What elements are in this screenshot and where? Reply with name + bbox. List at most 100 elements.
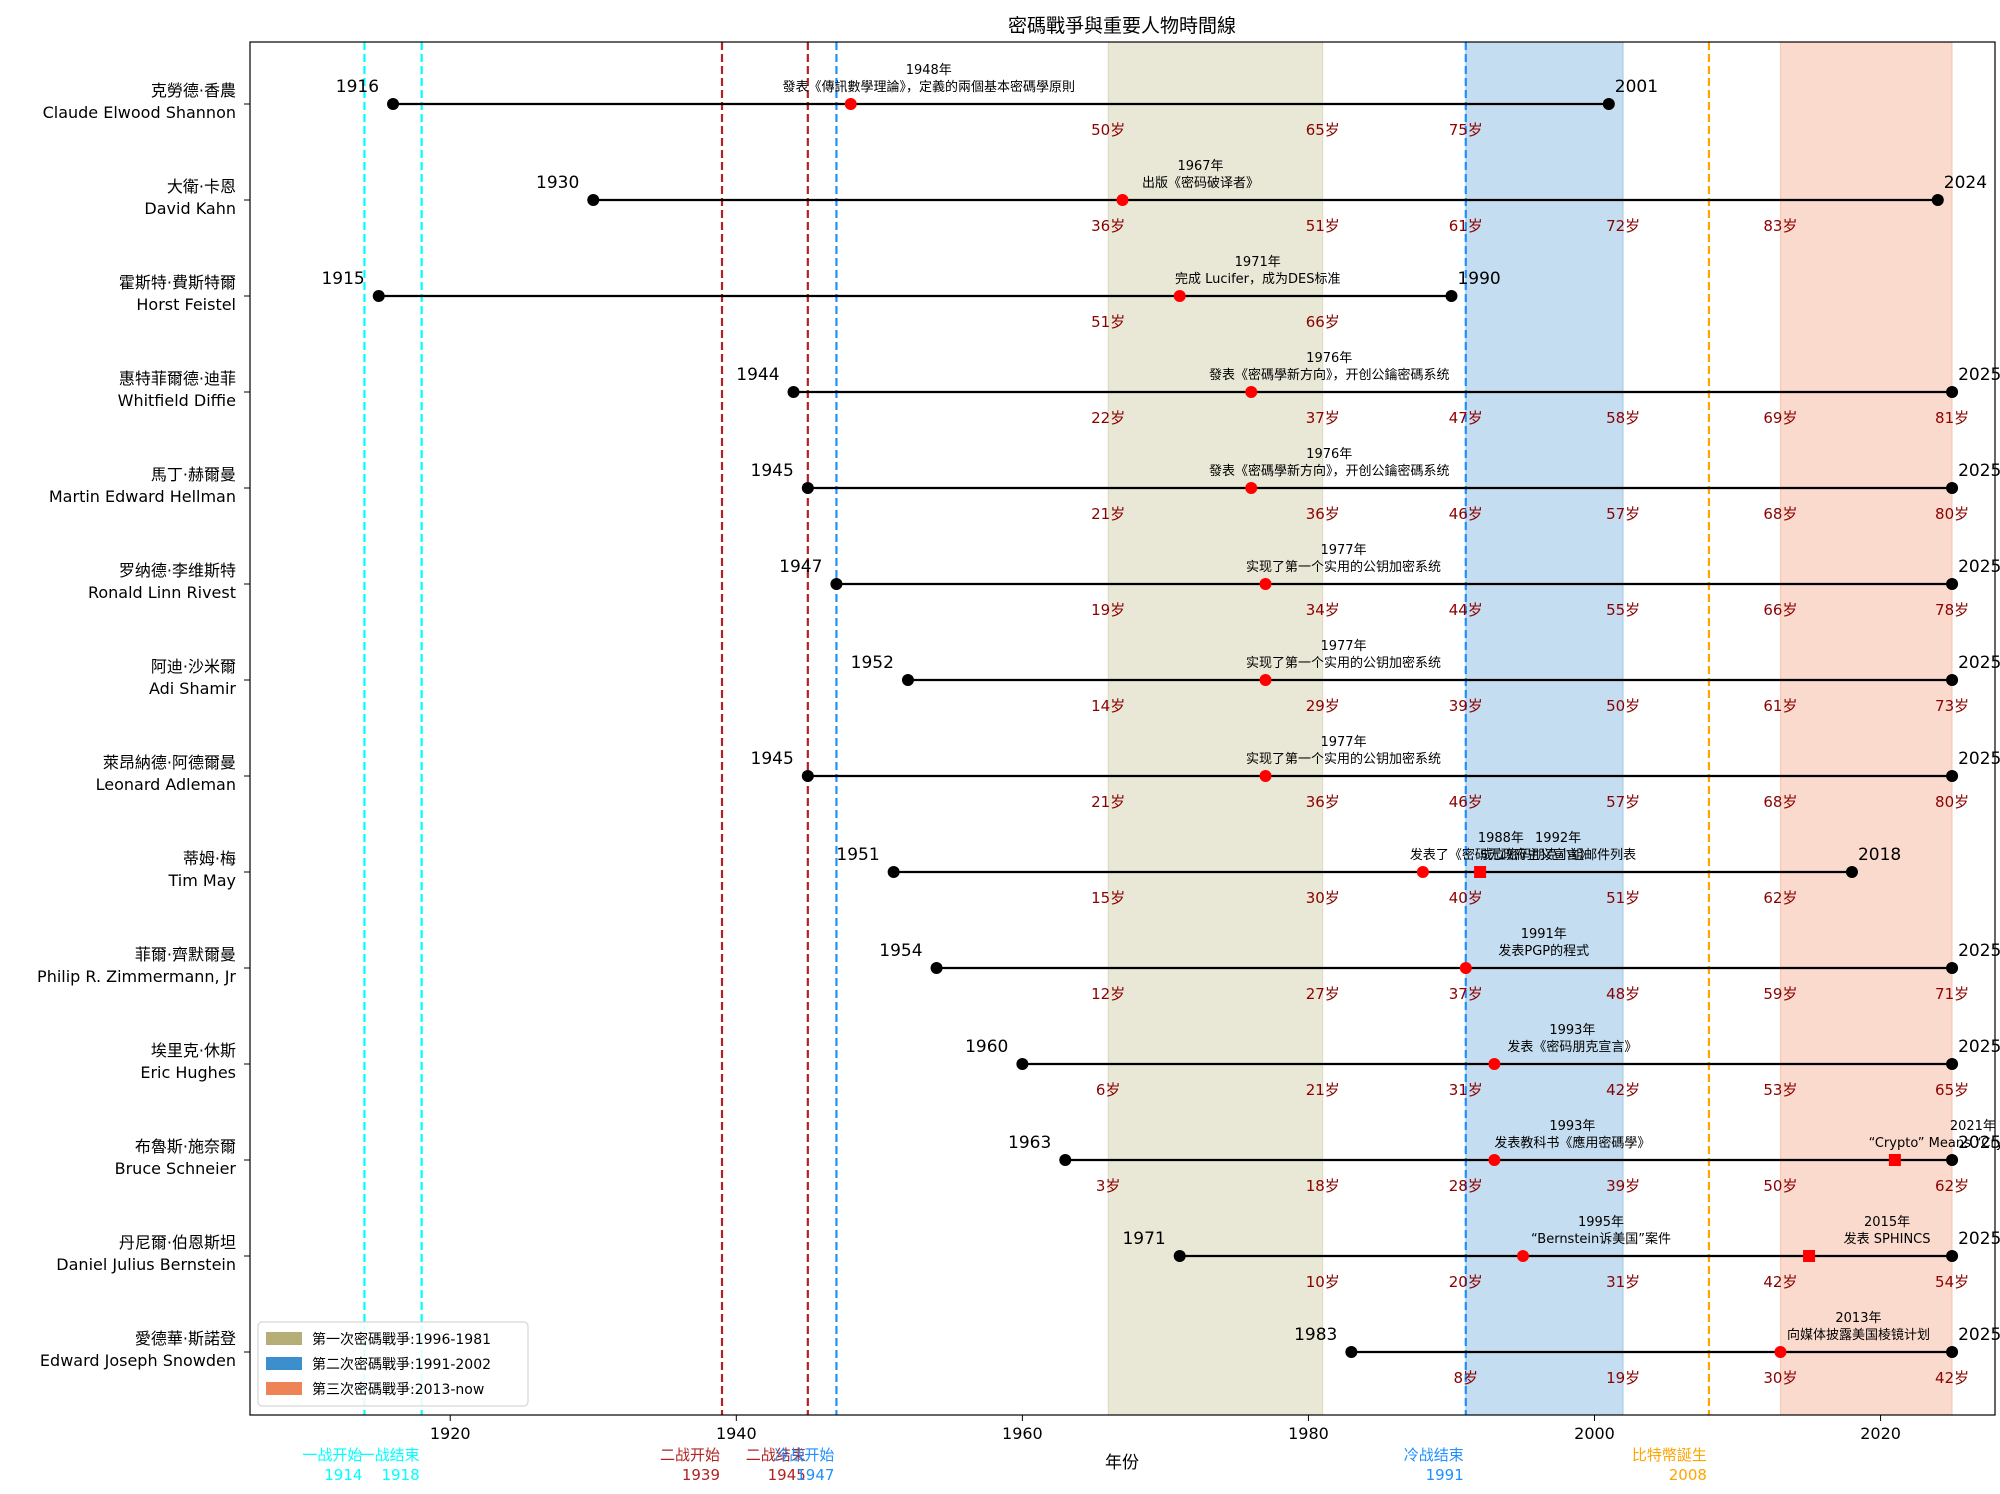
birth-point: [801, 482, 814, 494]
age-label-4: 50岁: [1606, 697, 1640, 715]
age-label-5: 83岁: [1763, 217, 1797, 235]
age-label-1: 22岁: [1091, 409, 1125, 427]
event-marker-2: [1803, 1250, 1816, 1262]
age-label-6: 62岁: [1935, 1177, 1969, 1195]
end-point: [1946, 482, 1959, 494]
vline-year-1939: 1939: [682, 1466, 720, 1484]
event-desc-2: “Crypto” Means “Cryptography”: [1869, 1136, 2000, 1151]
age-label-3: 47岁: [1449, 409, 1483, 427]
end-point: [1946, 578, 1959, 590]
end-point: [1845, 866, 1858, 878]
legend-swatch-3: [266, 1382, 302, 1395]
age-label-3: 46岁: [1449, 793, 1483, 811]
age-label-6: 73岁: [1935, 697, 1969, 715]
person-row-10: 菲爾·齊默爾曼 Philip R. Zimmermann, Jr 1954 2025 1…: [37, 927, 2000, 1003]
event-desc-2: 发表 SPHINCS: [1844, 1231, 1931, 1247]
age-label-5: 62岁: [1763, 889, 1797, 907]
person-name-en: Bruce Schneier: [115, 1159, 237, 1178]
event-year-1: 1993年: [1549, 1119, 1595, 1134]
event-marker-2: [1474, 866, 1487, 878]
age-label-5: 50岁: [1763, 1177, 1797, 1195]
war-span-1: [1107, 41, 1324, 1416]
age-label-4: 72岁: [1606, 217, 1640, 235]
axes: 1920 1940 1960 1980 2000 2020: [244, 103, 1901, 1443]
event-year-1: 1971年: [1235, 255, 1281, 270]
birth-label: 1930: [536, 173, 579, 193]
age-label-2: 27岁: [1306, 985, 1340, 1003]
vline-year-1914: 1914: [324, 1466, 362, 1484]
end-point: [1445, 290, 1458, 302]
event-year-1: 1977年: [1320, 735, 1366, 750]
event-year-1: 1948年: [906, 63, 952, 78]
event-desc-1: 完成 Lucifer，成为DES标准: [1175, 272, 1341, 287]
event-marker-1: [844, 98, 857, 110]
end-label: 2025: [1958, 365, 2000, 385]
event-marker-2: [1888, 1154, 1901, 1166]
age-label-1: 3岁: [1096, 1177, 1121, 1195]
end-point: [1946, 1346, 1959, 1358]
x-tick-label-1940: 1940: [716, 1424, 757, 1443]
age-label-1: 50岁: [1091, 121, 1125, 139]
event-year-1: 1977年: [1320, 543, 1366, 558]
age-label-1: 36岁: [1091, 217, 1125, 235]
event-desc-1: 出版《密码破译者》: [1142, 175, 1259, 191]
event-marker-1: [1488, 1058, 1501, 1070]
event-marker-1: [1259, 674, 1272, 686]
event-year-1: 1988年: [1478, 831, 1524, 846]
age-label-1: 8岁: [1454, 1369, 1479, 1387]
age-label-5: 68岁: [1763, 505, 1797, 523]
age-label-1: 21岁: [1091, 793, 1125, 811]
age-label-2: 36岁: [1306, 505, 1340, 523]
age-label-2: 21岁: [1306, 1081, 1340, 1099]
age-label-6: 78岁: [1935, 601, 1969, 619]
age-label-6: 65岁: [1935, 1081, 1969, 1099]
person-name-cn: 布魯斯·施奈爾: [135, 1137, 236, 1156]
person-row-7: 阿迪·沙米爾 Adi Shamir 1952 2025 1977年实现了第一个实用的公钥…: [149, 639, 2000, 715]
age-label-3: 37岁: [1449, 985, 1483, 1003]
end-point: [1946, 674, 1959, 686]
end-point: [1602, 98, 1615, 110]
person-row-4: 惠特菲爾德·迪菲 Whitfield Diffie 1944 2025 1976年發表《…: [118, 351, 2000, 427]
legend-label-3: 第三次密碼戰爭:2013-now: [312, 1381, 484, 1398]
age-label-6: 80岁: [1935, 505, 1969, 523]
end-label: 2025: [1958, 749, 2000, 769]
vline-year-1918: 1918: [381, 1466, 419, 1484]
x-tick-label-1920: 1920: [430, 1424, 471, 1443]
birth-point: [930, 962, 943, 974]
end-point: [1946, 770, 1959, 782]
birth-label: 1963: [1008, 1133, 1051, 1153]
event-marker-1: [1516, 1250, 1529, 1262]
age-label-3: 28岁: [1449, 1177, 1483, 1195]
event-year-2: 2021年: [1950, 1119, 1996, 1134]
x-axis-label: 年份: [1105, 1453, 1139, 1473]
age-label-6: 81岁: [1935, 409, 1969, 427]
age-label-3: 75岁: [1449, 121, 1483, 139]
birth-point: [1173, 1250, 1186, 1262]
age-label-5: 53岁: [1763, 1081, 1797, 1099]
person-name-en: Adi Shamir: [149, 679, 236, 698]
legend-label-2: 第二次密碼戰爭:1991-2002: [312, 1356, 491, 1373]
x-tick-label-1980: 1980: [1288, 1424, 1329, 1443]
birth-label: 1944: [736, 365, 779, 385]
end-point: [1946, 1154, 1959, 1166]
event-year-1: 2013年: [1835, 1311, 1881, 1326]
birth-point: [801, 770, 814, 782]
age-label-2: 66岁: [1306, 313, 1340, 331]
age-label-3: 46岁: [1449, 505, 1483, 523]
birth-label: 1960: [965, 1037, 1008, 1057]
age-label-3: 39岁: [1449, 697, 1483, 715]
birth-point: [1059, 1154, 1072, 1166]
age-label-2: 37岁: [1306, 409, 1340, 427]
end-label: 2024: [1944, 173, 1987, 193]
end-label: 2025: [1958, 557, 2000, 577]
birth-point: [587, 194, 600, 206]
legend-label-1: 第一次密碼戰爭:1996-1981: [312, 1331, 491, 1348]
person-row-13: 丹尼爾·伯恩斯坦 Daniel Julius Bernstein 1971 2025 1…: [56, 1215, 2000, 1291]
end-point: [1931, 194, 1944, 206]
end-point: [1946, 1058, 1959, 1070]
event-desc-2: 成立密码朋克小组邮件列表: [1480, 847, 1636, 863]
end-label: 2025: [1958, 461, 2000, 481]
event-year-1: 1976年: [1306, 447, 1352, 462]
event-vlines: 一战开始 1914 一战结束 1918 二战开始 1939 二战结束 1945 冷战开始 1947…: [302, 42, 1711, 1484]
person-name-en: Tim May: [168, 871, 236, 890]
